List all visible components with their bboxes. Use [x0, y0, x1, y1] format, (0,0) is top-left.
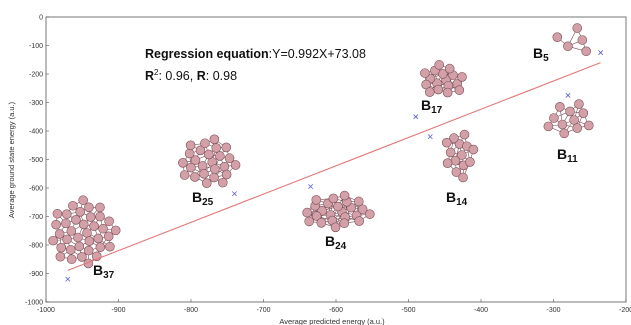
data-point	[232, 191, 237, 197]
x-tick-label: -300	[546, 307, 560, 314]
data-point	[308, 184, 314, 190]
cluster-labels: B5 B17 B11 B25 B14 B24 B37	[93, 45, 578, 281]
correlation-stats: R2: 0.96, R: 0.98	[145, 68, 237, 83]
y-tick-label: -700	[29, 214, 43, 221]
x-tick-label: -200	[619, 307, 631, 314]
y-tick-label: 0	[39, 15, 43, 22]
cluster-b14-structure	[441, 129, 479, 183]
x-tick-label: -1000	[37, 307, 55, 314]
x-tick-label: -400	[474, 307, 488, 314]
data-point	[565, 92, 571, 98]
y-tick-label: -100	[29, 43, 43, 50]
data-point	[598, 50, 604, 56]
data-point	[65, 276, 71, 282]
cluster-label-b25: B25	[192, 189, 214, 208]
y-tick-label: -300	[29, 100, 43, 107]
x-tick-label: -800	[184, 307, 198, 314]
y-tick-label: -500	[29, 157, 43, 164]
data-point	[427, 134, 433, 140]
x-tick-label: -700	[256, 307, 270, 314]
data-points	[65, 50, 604, 282]
x-tick-label: -500	[401, 307, 415, 314]
data-point	[413, 114, 419, 120]
cluster-label-b24: B24	[325, 233, 347, 252]
cluster-label-b37: B37	[93, 262, 115, 281]
y-tick-label: -800	[29, 243, 43, 250]
y-tick-labels: 0 -100 -200 -300 -400 -500 -600 -700 -800 -900 -10…	[25, 15, 43, 307]
y-tick-label: -200	[29, 72, 43, 79]
cluster-label-b17: B17	[421, 97, 443, 116]
x-axis-label: Average predicted energy (a.u.)	[279, 317, 385, 325]
cluster-b11-structure	[543, 99, 594, 139]
cluster-label-b14: B14	[446, 189, 468, 208]
y-tick-label: -900	[29, 271, 43, 278]
regression-equation: Regression equation:Y=0.992X+73.08	[145, 47, 366, 61]
x-tick-label: -600	[329, 307, 343, 314]
cluster-label-b5: B5	[533, 45, 549, 64]
cluster-b17-structure	[420, 60, 467, 98]
y-axis-label: Average ground state energy (a.u.)	[7, 101, 16, 218]
cluster-b25-structure	[178, 134, 241, 188]
y-tick-label: -400	[29, 129, 43, 136]
cluster-b5-structure	[552, 23, 591, 57]
cluster-label-b11: B11	[557, 146, 578, 165]
cluster-structures	[48, 23, 594, 269]
y-tick-label: -1000	[25, 300, 43, 307]
cluster-b37-structure	[48, 195, 121, 269]
axes	[45, 16, 627, 303]
y-tick-label: -600	[29, 186, 43, 193]
regression-line	[67, 62, 601, 271]
x-tick-label: -900	[111, 307, 125, 314]
x-tick-labels: -1000 -900 -800 -700 -600 -500 -400 -300 -200	[37, 307, 631, 314]
cluster-b24-structure	[302, 190, 375, 233]
